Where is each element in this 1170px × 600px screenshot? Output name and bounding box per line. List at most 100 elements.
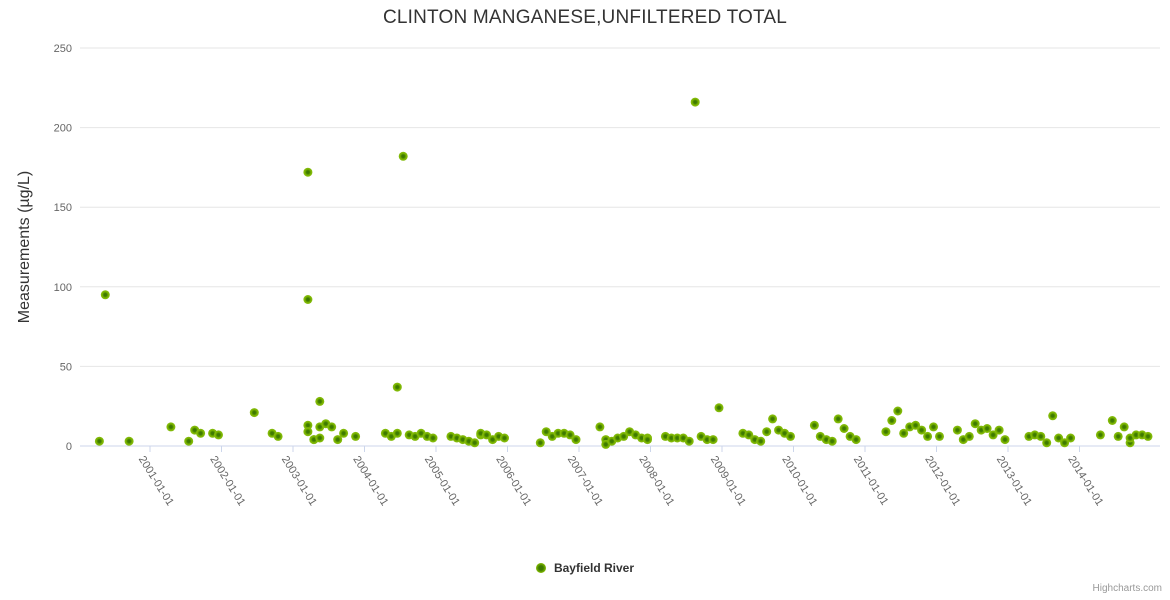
- data-point[interactable]: [184, 436, 194, 446]
- x-tick-label: 2012-01-01: [922, 454, 962, 508]
- y-tick-label: 0: [66, 441, 72, 453]
- data-point[interactable]: [809, 420, 819, 430]
- x-tick-label: 2001-01-01: [136, 454, 176, 508]
- highcharts-credit-link[interactable]: Highcharts.com: [1092, 583, 1162, 594]
- data-point[interactable]: [1036, 431, 1046, 441]
- y-tick-label: 100: [54, 282, 72, 294]
- data-point[interactable]: [315, 396, 325, 406]
- x-tick-label: 2006-01-01: [493, 454, 533, 508]
- x-tick-label: 2010-01-01: [779, 454, 819, 508]
- data-point[interactable]: [911, 420, 921, 430]
- data-point[interactable]: [303, 427, 313, 437]
- data-point[interactable]: [988, 430, 998, 440]
- data-point[interactable]: [881, 427, 891, 437]
- data-point[interactable]: [994, 425, 1004, 435]
- data-point[interactable]: [392, 382, 402, 392]
- chart-title: CLINTON MANGANESE,UNFILTERED TOTAL: [382, 7, 788, 28]
- data-point[interactable]: [851, 435, 861, 445]
- x-tick-label: 2008-01-01: [636, 454, 676, 508]
- data-point[interactable]: [428, 433, 438, 443]
- data-point[interactable]: [923, 431, 933, 441]
- data-point[interactable]: [1113, 431, 1123, 441]
- data-point[interactable]: [684, 436, 694, 446]
- data-point[interactable]: [249, 408, 259, 418]
- data-point[interactable]: [970, 419, 980, 429]
- data-point[interactable]: [708, 435, 718, 445]
- data-point[interactable]: [595, 422, 605, 432]
- x-tick-label: 2014-01-01: [1065, 454, 1105, 508]
- y-tick-label: 200: [54, 123, 72, 135]
- data-point[interactable]: [1060, 438, 1070, 448]
- data-point[interactable]: [303, 420, 313, 430]
- data-point[interactable]: [690, 97, 700, 107]
- legend-label: Bayfield River: [553, 561, 635, 575]
- gridlines: [80, 47, 1160, 367]
- data-point[interactable]: [500, 433, 509, 443]
- data-point[interactable]: [214, 430, 223, 440]
- x-tick-label: 2009-01-01: [708, 454, 748, 508]
- x-tick-label: 2013-01-01: [994, 454, 1034, 508]
- data-point[interactable]: [893, 406, 903, 416]
- data-point[interactable]: [398, 151, 408, 161]
- data-point[interactable]: [351, 431, 361, 441]
- data-point[interactable]: [571, 435, 581, 445]
- data-point[interactable]: [535, 438, 545, 448]
- x-tick-label: 2002-01-01: [207, 454, 247, 508]
- data-point[interactable]: [392, 428, 402, 438]
- data-point[interactable]: [786, 431, 795, 441]
- data-point[interactable]: [94, 436, 104, 446]
- data-point[interactable]: [839, 424, 849, 433]
- y-tick-label: 250: [54, 43, 72, 55]
- x-tick-label: 2007-01-01: [565, 454, 605, 508]
- data-point[interactable]: [1143, 431, 1153, 441]
- y-tick-label: 50: [60, 361, 72, 373]
- data-point[interactable]: [1095, 430, 1105, 440]
- data-point[interactable]: [333, 435, 343, 445]
- data-point[interactable]: [833, 414, 843, 424]
- data-point[interactable]: [768, 414, 778, 424]
- data-point[interactable]: [929, 422, 938, 432]
- data-point[interactable]: [917, 425, 927, 435]
- data-point[interactable]: [762, 427, 772, 437]
- data-point[interactable]: [827, 436, 837, 446]
- data-point[interactable]: [899, 428, 909, 438]
- data-point[interactable]: [339, 428, 349, 438]
- data-point[interactable]: [1048, 411, 1058, 421]
- data-point[interactable]: [887, 416, 897, 425]
- data-point[interactable]: [1000, 435, 1010, 445]
- y-tick-label: 150: [54, 202, 72, 214]
- data-points: [94, 97, 1153, 449]
- data-point[interactable]: [327, 422, 337, 432]
- data-point[interactable]: [1119, 422, 1129, 432]
- legend[interactable]: Bayfield River: [0, 561, 1170, 575]
- data-point[interactable]: [714, 403, 724, 413]
- data-point[interactable]: [1054, 433, 1064, 443]
- data-point[interactable]: [756, 436, 766, 446]
- data-point[interactable]: [273, 431, 283, 441]
- data-point[interactable]: [952, 425, 962, 435]
- data-point[interactable]: [1066, 433, 1076, 443]
- x-tick-label: 2004-01-01: [350, 454, 390, 508]
- data-point[interactable]: [643, 435, 652, 445]
- data-point[interactable]: [303, 295, 313, 304]
- data-point[interactable]: [935, 431, 944, 441]
- data-point[interactable]: [196, 428, 206, 438]
- data-point[interactable]: [470, 438, 480, 448]
- y-axis-title: Measurements (µg/L): [16, 170, 33, 324]
- x-tick-label: 2011-01-01: [851, 454, 891, 507]
- data-point[interactable]: [303, 167, 313, 177]
- data-point[interactable]: [1107, 416, 1117, 425]
- data-point[interactable]: [1042, 438, 1052, 448]
- data-point[interactable]: [124, 436, 134, 446]
- axis-lines: [80, 445, 1160, 452]
- legend-marker-icon: [535, 563, 546, 573]
- data-point[interactable]: [964, 431, 974, 441]
- data-point[interactable]: [315, 433, 325, 443]
- data-point[interactable]: [982, 424, 992, 433]
- data-point[interactable]: [100, 290, 110, 300]
- x-tick-label: 2005-01-01: [422, 454, 462, 508]
- x-tick-label: 2003-01-01: [279, 454, 319, 508]
- data-point[interactable]: [166, 422, 176, 432]
